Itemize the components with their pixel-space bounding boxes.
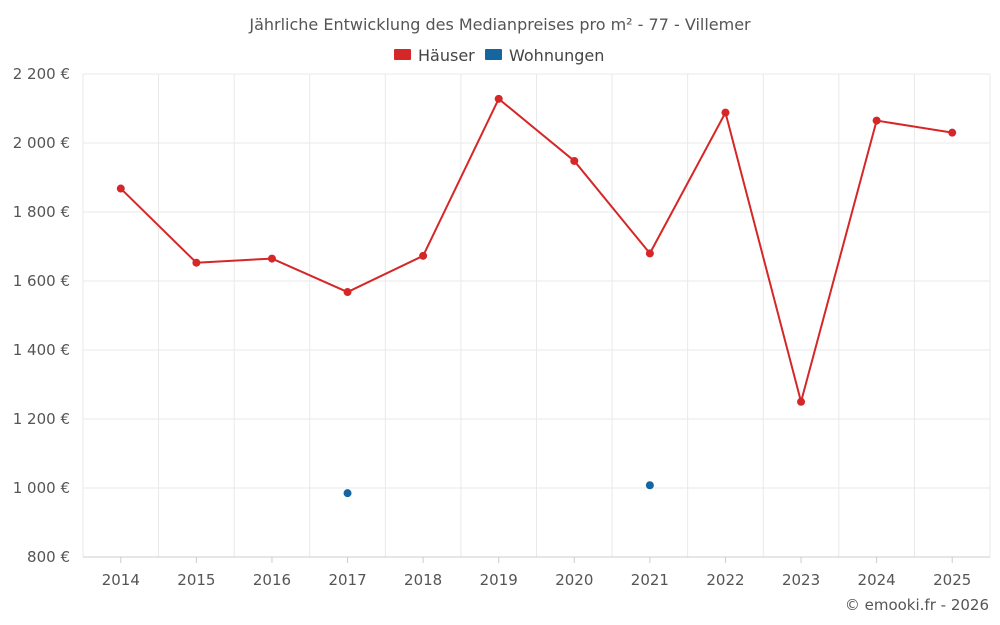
- y-tick-label: 1 200 €: [13, 410, 70, 428]
- data-point[interactable]: [645, 481, 654, 490]
- y-axis-ticks: 800 € 1 000 € 1 200 € 1 400 € 1 600 € 1 800 €…: [13, 65, 70, 566]
- x-axis-ticks: 2014 2015 2016 2017 2018 2019 2020 2021 2022 2023…: [102, 557, 971, 589]
- x-tick-label: 2022: [706, 571, 744, 589]
- data-point[interactable]: [645, 249, 654, 258]
- x-tick-label: 2017: [328, 571, 366, 589]
- y-tick-label: 800 €: [27, 548, 70, 566]
- data-point[interactable]: [343, 489, 352, 498]
- data-point[interactable]: [570, 156, 579, 165]
- x-tick-label: 2016: [253, 571, 291, 589]
- x-tick-label: 2025: [933, 571, 971, 589]
- data-point[interactable]: [494, 94, 503, 103]
- x-tick-label: 2021: [631, 571, 669, 589]
- data-point[interactable]: [192, 258, 201, 267]
- series: [116, 94, 957, 498]
- y-tick-label: 1 400 €: [13, 341, 70, 359]
- x-tick-label: 2014: [102, 571, 140, 589]
- data-point[interactable]: [267, 254, 276, 263]
- legend-item-haeuser[interactable]: Häuser: [394, 46, 475, 65]
- data-point[interactable]: [419, 251, 428, 260]
- series-line-0: [120, 97, 953, 403]
- grid: [82, 73, 991, 557]
- x-tick-label: 2019: [480, 571, 518, 589]
- data-point[interactable]: [797, 397, 806, 406]
- x-tick-label: 2018: [404, 571, 442, 589]
- series-0: [116, 94, 957, 406]
- x-tick-label: 2020: [555, 571, 593, 589]
- legend-label-wohnungen: Wohnungen: [509, 46, 604, 65]
- data-point[interactable]: [948, 128, 957, 137]
- data-point[interactable]: [343, 288, 352, 297]
- legend-swatch-wohnungen: [485, 49, 502, 60]
- data-point[interactable]: [721, 108, 730, 117]
- x-tick-label: 2023: [782, 571, 820, 589]
- series-1: [343, 481, 654, 498]
- data-point[interactable]: [116, 184, 125, 193]
- legend-label-haeuser: Häuser: [418, 46, 475, 65]
- credit: © emooki.fr - 2026: [845, 596, 989, 614]
- data-point[interactable]: [872, 116, 881, 125]
- legend-item-wohnungen[interactable]: Wohnungen: [485, 46, 604, 65]
- legend: Häuser Wohnungen: [394, 46, 604, 65]
- x-tick-label: 2024: [858, 571, 896, 589]
- y-tick-label: 1 800 €: [13, 203, 70, 221]
- y-tick-label: 1 600 €: [13, 272, 70, 290]
- chart-title: Jährliche Entwicklung des Medianpreises …: [248, 15, 751, 34]
- x-tick-label: 2015: [177, 571, 215, 589]
- y-tick-label: 2 200 €: [13, 65, 70, 83]
- legend-swatch-haeuser: [394, 49, 411, 60]
- y-tick-label: 1 000 €: [13, 479, 70, 497]
- y-tick-label: 2 000 €: [13, 134, 70, 152]
